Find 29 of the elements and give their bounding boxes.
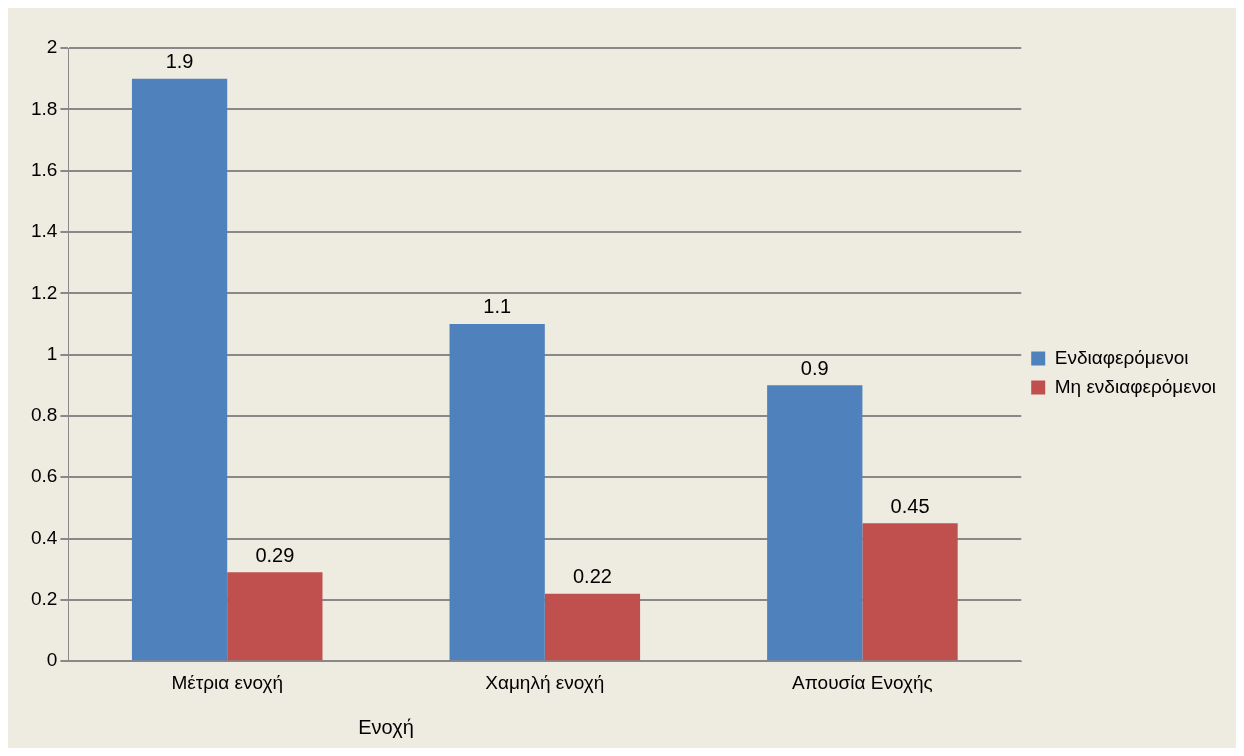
y-tick-label: 2 [46, 36, 58, 58]
y-tick-label: 0 [46, 649, 58, 671]
text: Ενοχή [358, 715, 414, 738]
y-tick-label: 0.8 [30, 404, 58, 426]
x-tick-label: Χαμηλή ενοχή [485, 671, 605, 693]
data-label: 1.9 [165, 50, 194, 73]
bar [767, 385, 863, 661]
legend-label: Μη ενδιαφερόμενοι [1054, 375, 1216, 397]
bar [544, 593, 641, 661]
legend-label: Ενδιαφερόμενοι [1054, 346, 1189, 368]
y-tick-label: 0.2 [30, 588, 58, 610]
data-label: 0.22 [572, 565, 612, 588]
y-tick-label: 1.8 [30, 97, 58, 119]
data-label: 0.9 [800, 356, 829, 379]
bar [449, 323, 545, 661]
bar [862, 523, 958, 661]
y-tick-label: 0.4 [30, 526, 58, 548]
data-label: 0.45 [890, 494, 930, 517]
x-tick-label: Μέτρια ενοχή [171, 671, 284, 693]
bar [131, 78, 228, 661]
y-tick-label: 1.2 [30, 281, 58, 303]
y-tick-label: 1.4 [30, 220, 58, 242]
y-tick-label: 1.6 [30, 158, 58, 180]
y-tick-label: 0.6 [30, 465, 58, 487]
x-tick-label: Απουσία Ενοχής [792, 671, 933, 693]
bar [227, 572, 323, 661]
data-label: 0.29 [255, 543, 295, 566]
y-tick-label: 1 [46, 342, 58, 364]
data-label: 1.1 [483, 295, 512, 318]
